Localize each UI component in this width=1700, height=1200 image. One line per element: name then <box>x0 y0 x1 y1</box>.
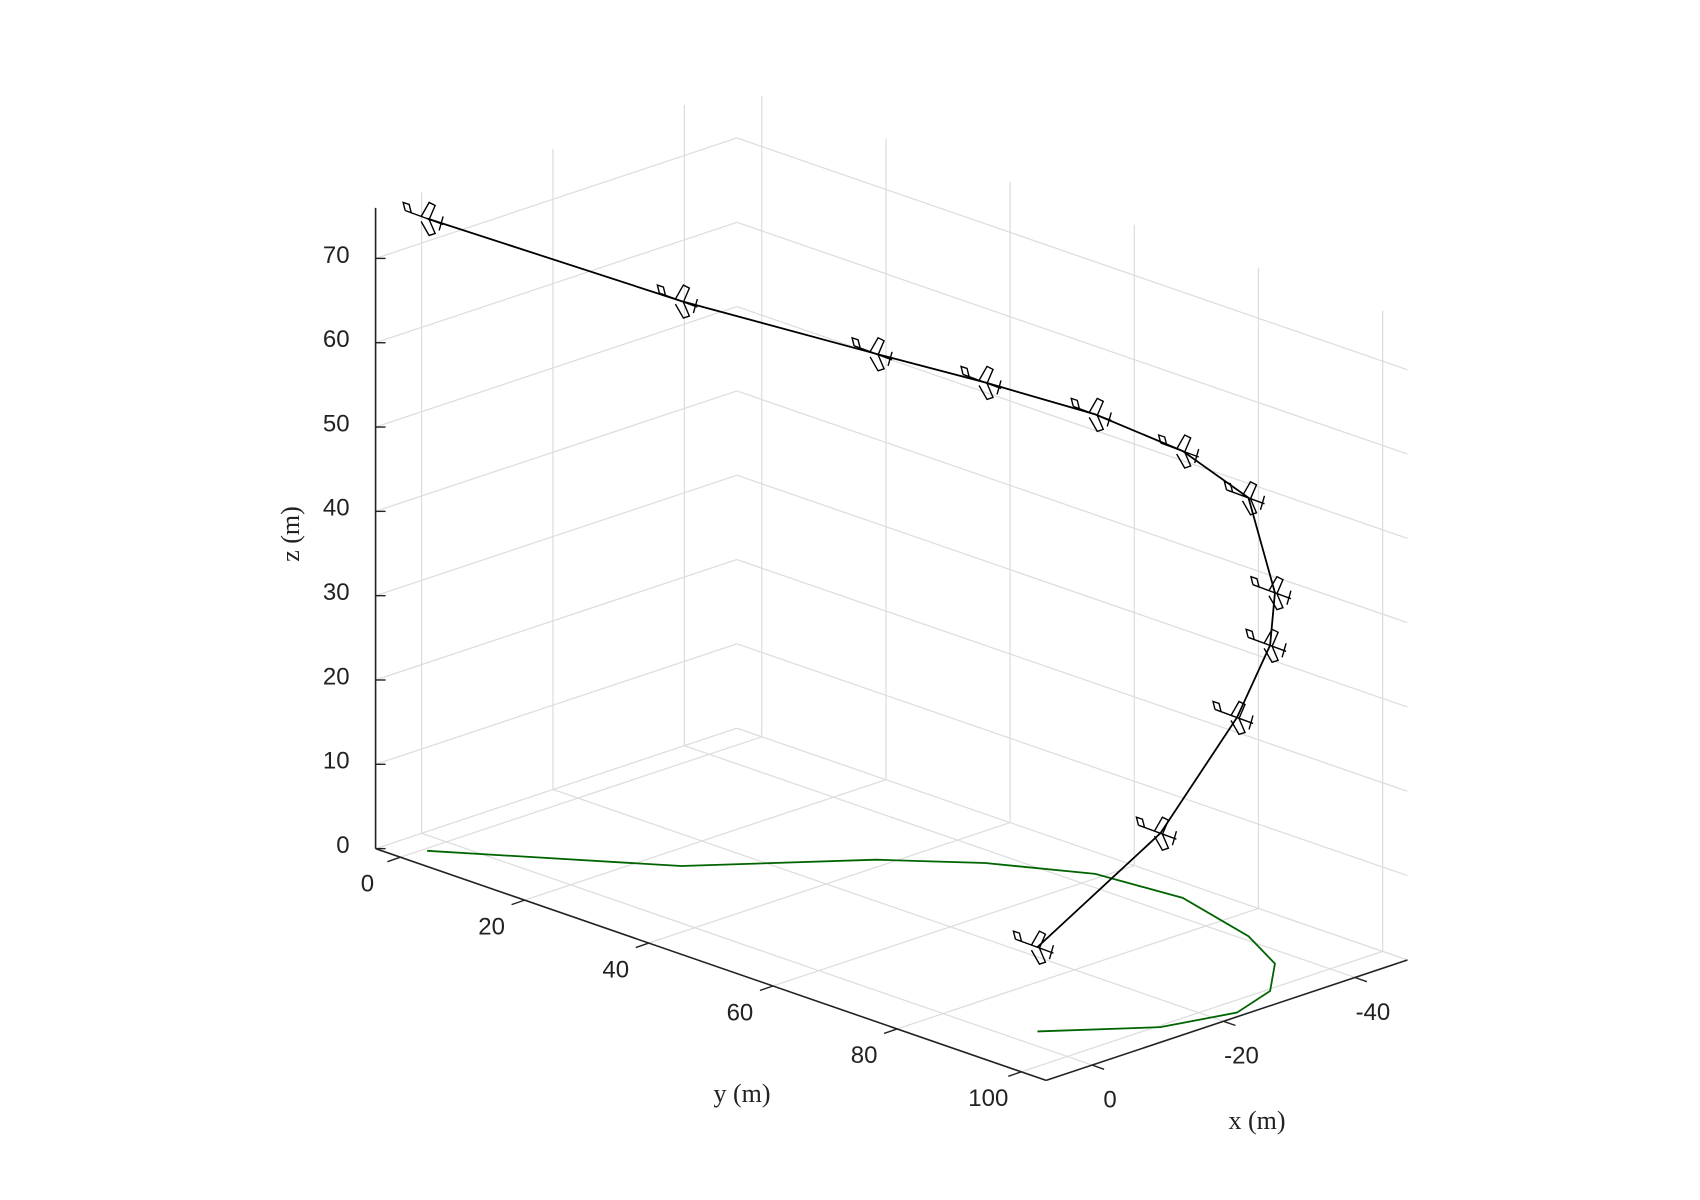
x-axis-label: x (m) <box>1228 1106 1285 1135</box>
aircraft <box>1212 700 1254 736</box>
grid-line <box>375 221 738 344</box>
grid-line <box>375 558 738 681</box>
y-tick-label: 80 <box>851 1042 878 1069</box>
y-tick-label: 20 <box>478 913 505 940</box>
grid-line <box>400 736 762 858</box>
grid-line <box>421 832 1093 1066</box>
x-axis <box>1045 959 1408 1082</box>
z-axis-label: z (m) <box>276 506 305 562</box>
aircraft <box>960 365 1002 401</box>
aircraft <box>1249 575 1292 611</box>
grid-line <box>375 727 738 850</box>
y-tick-label: 60 <box>727 999 754 1026</box>
grid-line <box>375 137 738 259</box>
grid-line <box>896 907 1259 1030</box>
aircraft <box>1245 628 1287 664</box>
y-tick-label: 0 <box>361 871 374 898</box>
y-tick-label: 40 <box>602 956 629 983</box>
marks <box>402 201 1292 1033</box>
z-tick-label: 0 <box>336 832 349 859</box>
trajectory <box>426 217 1276 948</box>
aircraft <box>851 336 893 372</box>
aircraft <box>402 201 444 237</box>
aircraft <box>1223 480 1266 516</box>
y-tick <box>759 985 774 992</box>
grid-line <box>648 822 1011 944</box>
y-tick-label: 100 <box>968 1085 1008 1112</box>
x-tick-label: -40 <box>1356 999 1391 1026</box>
grid-line <box>552 788 1224 1022</box>
x-tick <box>1354 976 1368 983</box>
z-tick-label: 60 <box>323 326 350 353</box>
x-tick <box>1223 1020 1236 1027</box>
grid-line <box>375 390 738 512</box>
z-tick-label: 20 <box>323 663 350 690</box>
y-axis <box>375 847 1047 1082</box>
axes: 0 10 20 30 40 50 60 70 0 20 40 60 80 100 -40 -20 0 <box>323 207 1408 1113</box>
grid-line <box>736 727 1408 961</box>
grid-line <box>736 558 1408 792</box>
grid-line <box>375 474 738 597</box>
y-tick <box>635 942 649 949</box>
grid-line <box>736 137 1408 371</box>
aircraft <box>1070 397 1112 433</box>
grid-line <box>772 864 1135 987</box>
x-tick <box>1091 1064 1105 1070</box>
y-tick <box>511 899 525 906</box>
ground-track <box>427 849 1276 1033</box>
grid-line <box>524 779 887 901</box>
aircraft <box>656 284 699 319</box>
grid-line <box>736 643 1408 877</box>
z-tick-label: 40 <box>323 495 350 522</box>
aircraft <box>1157 433 1200 469</box>
aircraft <box>1012 930 1055 965</box>
z-tick-label: 30 <box>323 579 350 606</box>
grid-line <box>684 745 1356 979</box>
z-tick-label: 70 <box>323 242 350 269</box>
grid-line <box>1021 950 1383 1073</box>
grid-line <box>736 306 1408 539</box>
grid <box>375 95 1408 1073</box>
z-tick-label: 10 <box>323 748 350 775</box>
x-tick-label: 0 <box>1103 1086 1116 1113</box>
y-tick <box>1008 1071 1022 1077</box>
y-tick <box>883 1028 898 1035</box>
grid-line <box>736 474 1408 708</box>
aircraft <box>1135 816 1178 852</box>
grid-line <box>736 390 1408 624</box>
x-tick-label: -20 <box>1224 1043 1259 1070</box>
grid-line <box>375 643 738 765</box>
y-tick <box>387 856 401 863</box>
grid-line <box>736 221 1408 455</box>
z-tick-label: 50 <box>323 410 350 437</box>
grid-line <box>375 306 738 428</box>
y-axis-label: y (m) <box>713 1079 770 1108</box>
